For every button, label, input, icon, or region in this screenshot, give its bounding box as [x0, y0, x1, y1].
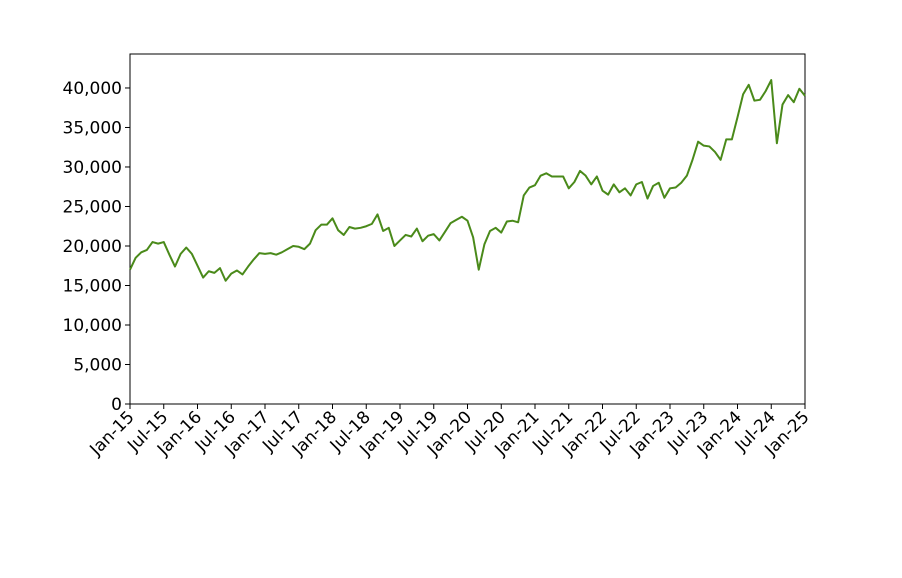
y-tick-label: 15,000: [63, 276, 122, 296]
y-tick-label: 20,000: [63, 237, 122, 257]
plot-frame: [129, 53, 806, 405]
line-series: [129, 79, 806, 282]
y-tick-label: 30,000: [63, 158, 122, 178]
y-tick-label: 0: [111, 395, 122, 415]
y-tick-label: 10,000: [63, 316, 122, 336]
y-tick-label: 35,000: [63, 118, 122, 138]
y-tick-label: 5,000: [73, 355, 122, 375]
y-tick-label: 25,000: [63, 197, 122, 217]
y-tick-label: 40,000: [63, 79, 122, 99]
